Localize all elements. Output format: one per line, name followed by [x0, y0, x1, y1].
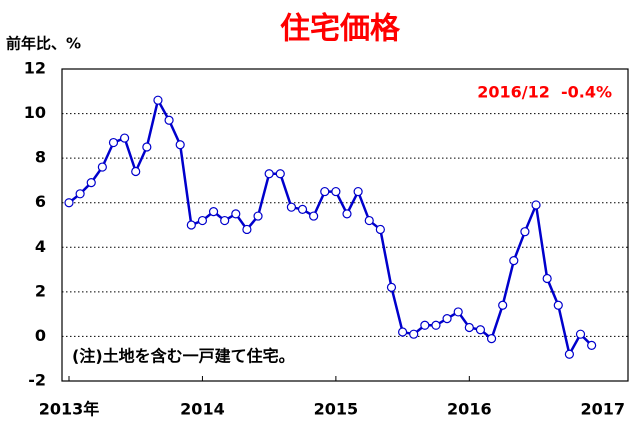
point [264, 169, 274, 179]
annotation: 2016/12 -0.4% [477, 83, 612, 102]
point [442, 314, 452, 324]
y-tick-label: 2 [35, 281, 46, 300]
point [553, 300, 563, 310]
y-tick-label: 10 [24, 103, 46, 122]
point [197, 215, 208, 226]
point [186, 220, 196, 230]
point [208, 207, 219, 217]
point [153, 95, 163, 105]
point [242, 224, 252, 235]
point [108, 137, 119, 148]
chart-title: 住宅価格 [280, 12, 401, 47]
point [364, 215, 374, 226]
point [75, 189, 85, 199]
point [231, 209, 241, 219]
line [68, 96, 593, 358]
point [97, 162, 107, 172]
y-tick-label: 8 [35, 148, 46, 167]
point [253, 211, 263, 221]
note: (注)土地を含む一戸建て住宅。 [72, 347, 295, 366]
y-axis-label: 前年比、% [6, 35, 81, 53]
point [486, 334, 497, 344]
point [64, 198, 74, 208]
point [142, 142, 152, 152]
point [220, 215, 230, 226]
point [175, 140, 185, 150]
point [409, 329, 419, 339]
point [342, 209, 352, 219]
point [297, 204, 308, 214]
point [420, 320, 430, 330]
point [531, 200, 541, 210]
point [464, 322, 474, 333]
plot-frame [61, 68, 629, 382]
point [164, 115, 174, 125]
x-tick-label: 2013年 [39, 400, 100, 419]
point [453, 307, 463, 317]
point [431, 320, 441, 330]
point [320, 186, 330, 197]
point [131, 166, 141, 177]
point [309, 211, 319, 221]
y-tick-label: 0 [35, 326, 46, 345]
point [86, 178, 96, 188]
point [353, 186, 363, 197]
point [475, 325, 486, 335]
y-tick-label: 4 [35, 237, 46, 256]
point [542, 273, 552, 284]
x-tick-label: 2016 [447, 400, 492, 419]
point [275, 169, 285, 179]
x-tick-label: 2017 [580, 400, 625, 419]
point [509, 256, 519, 266]
point [498, 300, 508, 310]
point [398, 327, 408, 337]
y-tick-label: 12 [24, 59, 46, 78]
point [587, 340, 597, 350]
point [331, 186, 341, 197]
point [375, 224, 385, 235]
y-tick-label: -2 [28, 371, 46, 390]
point [119, 133, 130, 143]
x-tick-label: 2015 [314, 400, 359, 419]
point [386, 282, 397, 292]
x-tick-label: 2014 [180, 400, 225, 419]
point [575, 329, 586, 339]
point [520, 227, 530, 237]
point [286, 202, 296, 212]
y-tick-label: 6 [35, 192, 46, 211]
point [564, 349, 575, 359]
